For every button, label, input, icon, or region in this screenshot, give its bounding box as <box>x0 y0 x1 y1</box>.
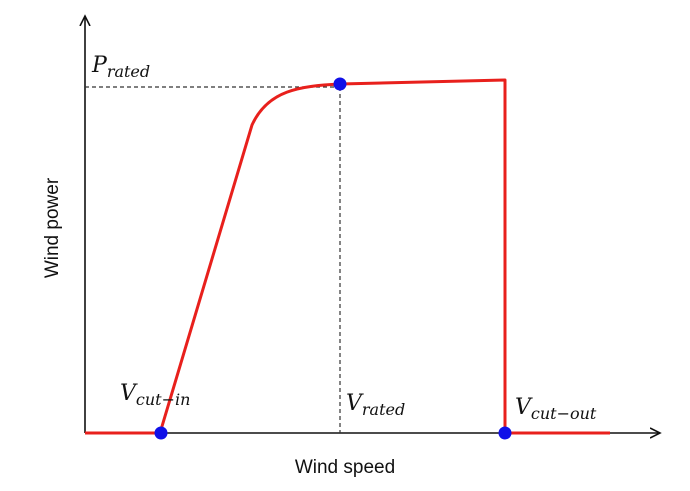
rated-point <box>333 77 347 91</box>
label-main: P <box>91 53 108 78</box>
p-rated-label: Prated <box>91 53 150 81</box>
v-cut-in-label: Vcut−in <box>120 381 190 409</box>
label-sub: cut−in <box>136 390 191 409</box>
v-rated-label: Vrated <box>346 391 405 419</box>
label-main: V <box>515 395 533 420</box>
power-curve <box>85 78 610 435</box>
v-cut-out-label: Vcut−out <box>515 395 597 423</box>
y-axis-label: Wind power <box>42 177 63 278</box>
label-sub: rated <box>107 62 150 81</box>
x-axis-label: Wind speed <box>295 457 395 478</box>
label-sub: cut−out <box>531 404 597 423</box>
label-main: V <box>120 381 138 406</box>
label-main: V <box>346 391 364 416</box>
cut-in-point <box>154 426 168 440</box>
cut-out-point <box>498 426 512 440</box>
label-sub: rated <box>362 400 405 419</box>
